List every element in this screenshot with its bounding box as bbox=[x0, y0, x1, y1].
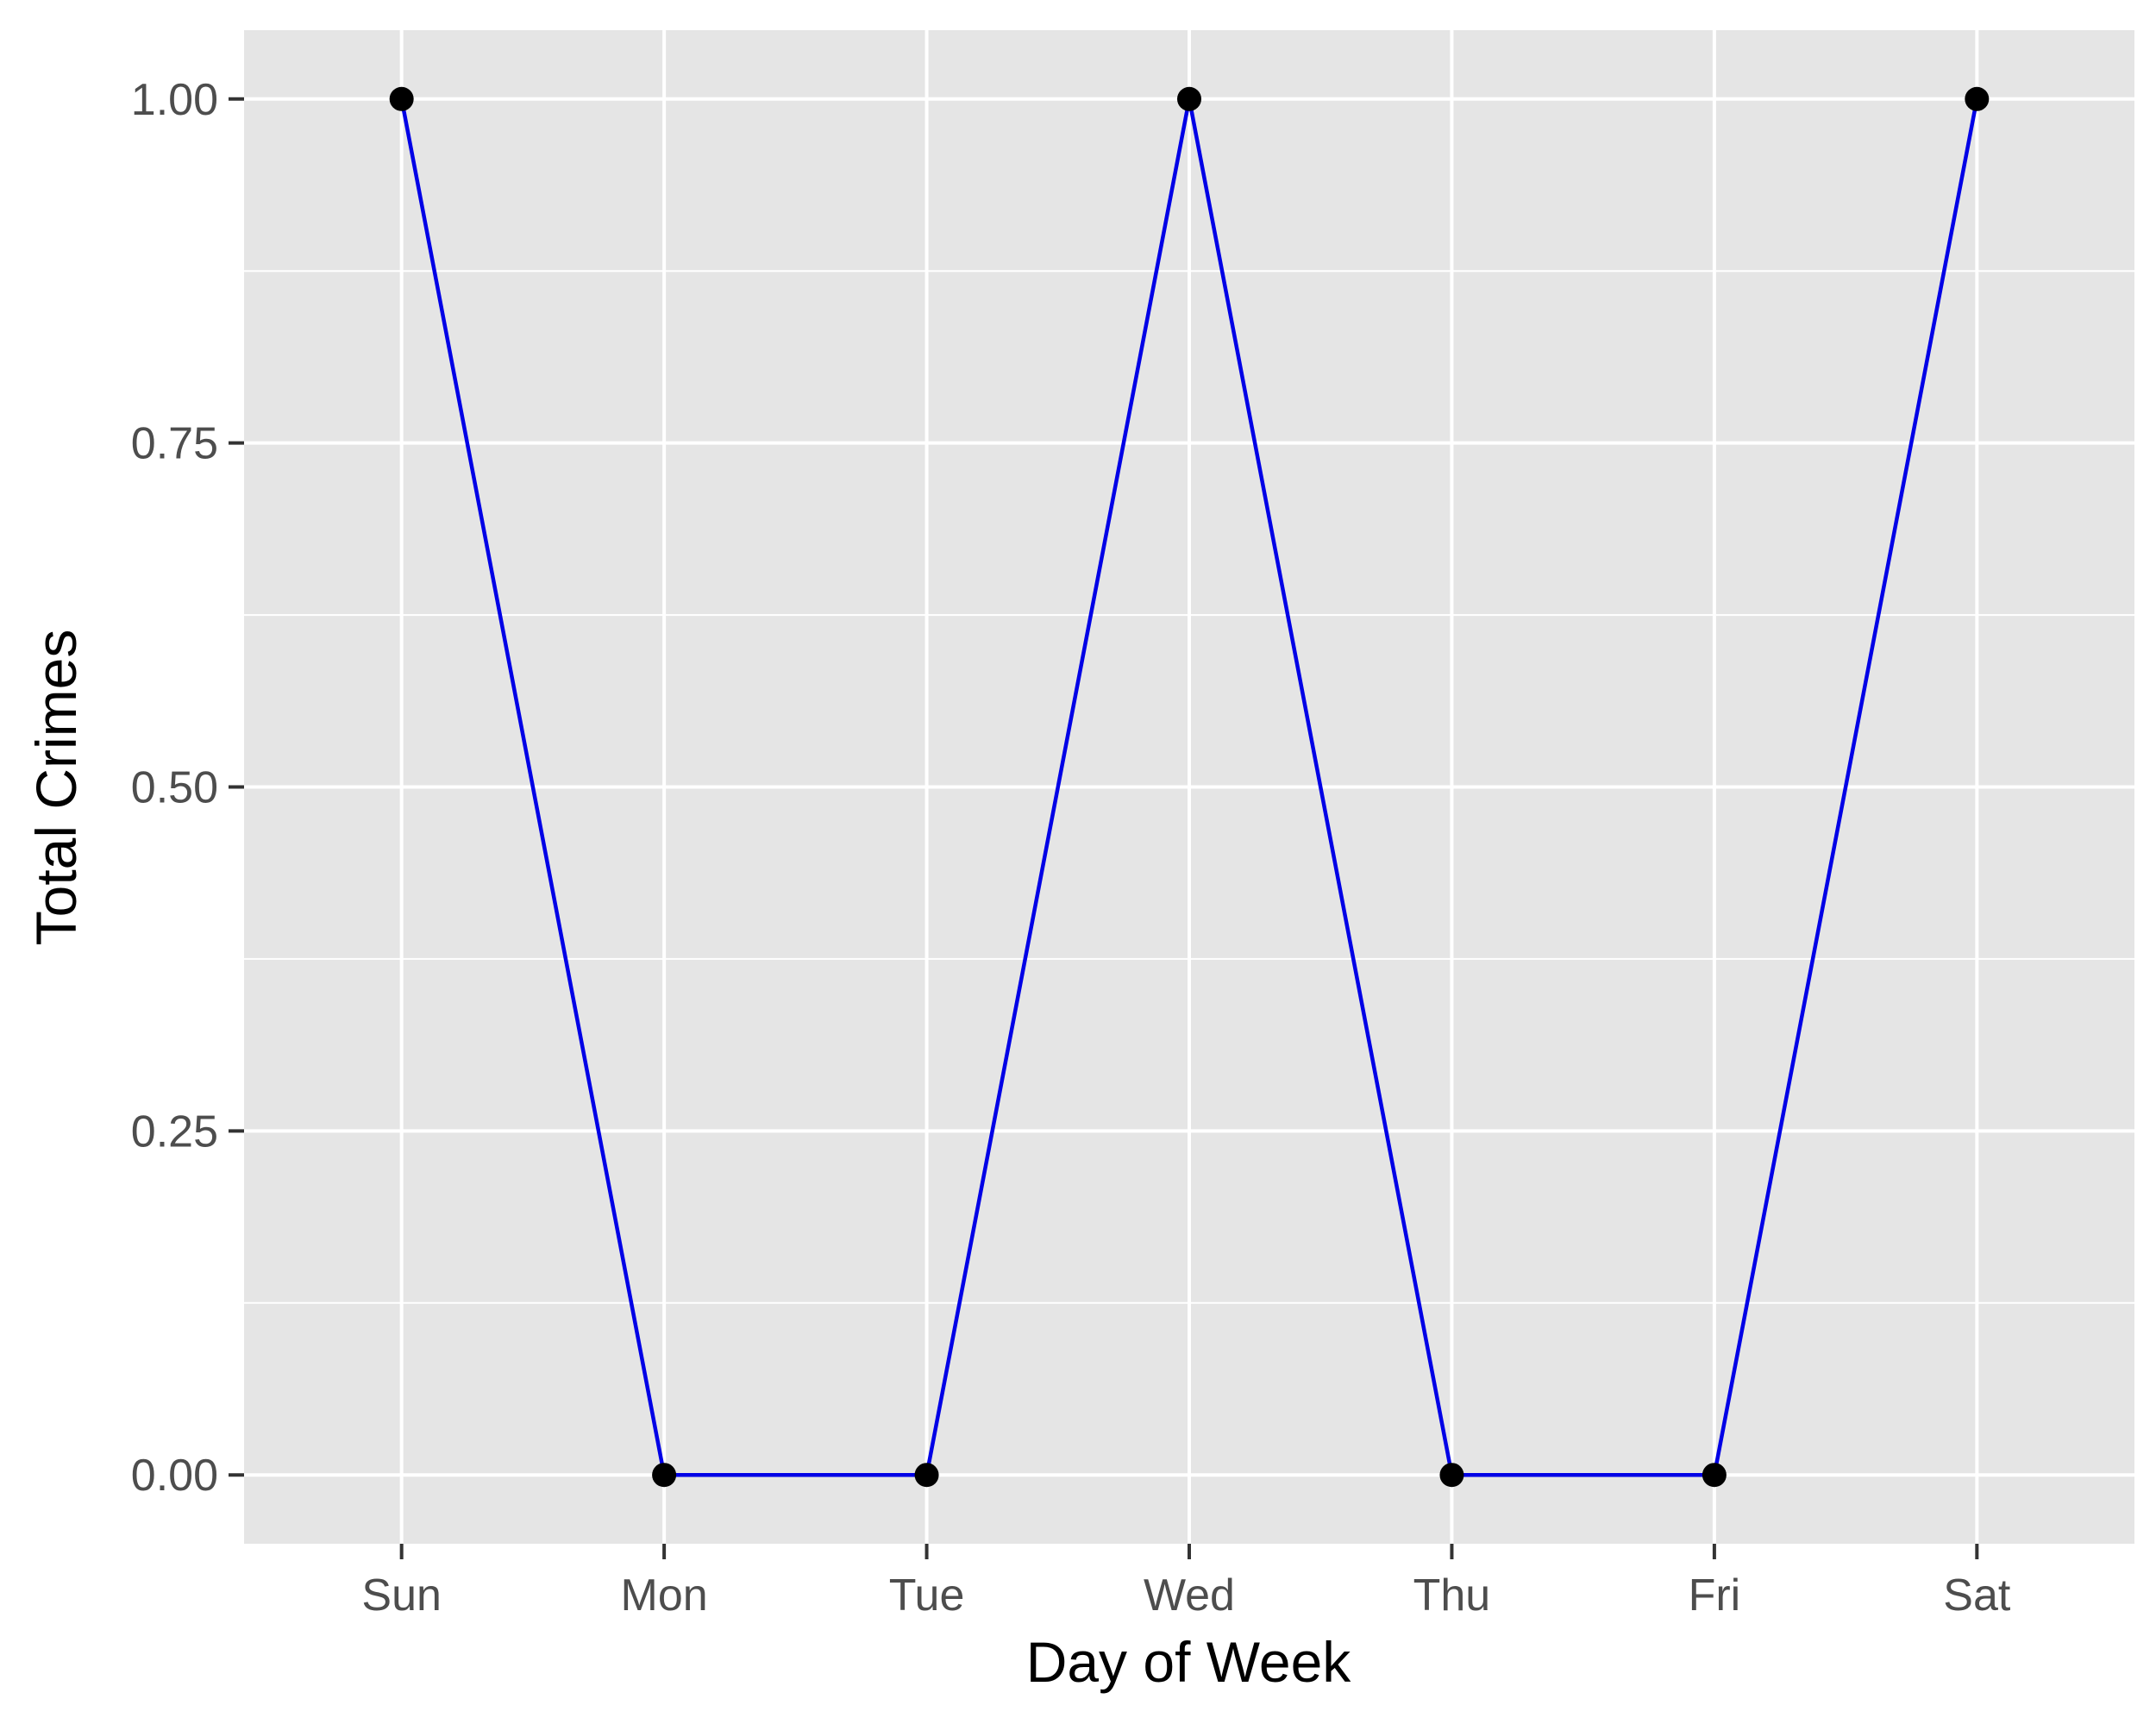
x-axis-title: Day of Week bbox=[1026, 1630, 1352, 1694]
data-point-tue bbox=[914, 1463, 939, 1488]
data-point-sun bbox=[389, 86, 414, 111]
x-tick-label: Mon bbox=[621, 1570, 708, 1621]
points-layer bbox=[389, 86, 1990, 1488]
y-tick-label: 0.25 bbox=[131, 1106, 218, 1157]
y-axis-title: Total Crimes bbox=[24, 630, 88, 946]
x-tick-label: Thu bbox=[1413, 1570, 1491, 1621]
y-tick-label: 0.00 bbox=[131, 1451, 218, 1501]
data-point-sat bbox=[1965, 86, 1990, 111]
y-axis: 0.00 0.25 0.50 0.75 1.00 bbox=[131, 75, 244, 1501]
data-point-thu bbox=[1439, 1463, 1464, 1488]
major-gridlines bbox=[244, 30, 2134, 1544]
data-point-wed bbox=[1177, 86, 1201, 111]
x-tick-label: Fri bbox=[1689, 1570, 1741, 1621]
x-tick-label: Wed bbox=[1144, 1570, 1235, 1621]
x-axis: Sun Mon Tue Wed Thu Fri Sat bbox=[361, 1544, 2011, 1621]
x-tick-label: Sat bbox=[1943, 1570, 2011, 1621]
x-tick-label: Sun bbox=[361, 1570, 442, 1621]
data-point-fri bbox=[1702, 1463, 1727, 1488]
x-tick-label: Tue bbox=[889, 1570, 965, 1621]
y-tick-label: 0.75 bbox=[131, 419, 218, 469]
y-tick-label: 1.00 bbox=[131, 75, 218, 125]
y-tick-label: 0.50 bbox=[131, 763, 218, 813]
data-point-mon bbox=[652, 1463, 677, 1488]
